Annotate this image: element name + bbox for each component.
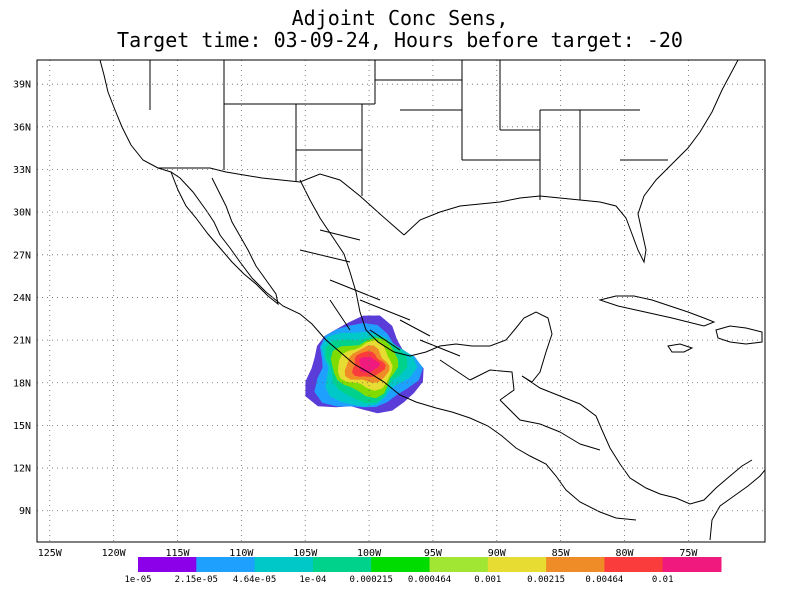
colorbar-segment xyxy=(604,557,664,572)
colorbar-label: 1e-04 xyxy=(299,575,326,585)
lat-tick-label: 36N xyxy=(13,122,31,133)
colorbar-segment xyxy=(662,557,722,572)
us-mexico-border xyxy=(158,167,405,236)
sensitivity-level-8 xyxy=(359,357,381,373)
map-background xyxy=(37,60,765,542)
south-america-coast xyxy=(709,469,765,541)
colorbar-label: 0.000464 xyxy=(408,575,451,585)
lat-tick-label: 12N xyxy=(13,464,31,475)
gulf-coastline xyxy=(299,179,553,383)
lat-tick-label: 18N xyxy=(13,378,31,389)
lon-tick-label: 85W xyxy=(552,548,571,559)
colorbar-label: 0.01 xyxy=(652,575,674,585)
colorbar-segment xyxy=(196,557,256,572)
colorbar-segment xyxy=(429,557,489,572)
central-america-caribbean xyxy=(521,375,753,505)
state-borders xyxy=(149,60,668,200)
lon-tick-label: 95W xyxy=(424,548,443,559)
lon-tick-label: 75W xyxy=(679,548,698,559)
cuba xyxy=(598,295,716,327)
plot-title-line1: Adjoint Conc Sens, xyxy=(291,6,509,30)
colorbar-label: 4.64e-05 xyxy=(233,575,276,585)
lon-tick-label: 90W xyxy=(488,548,507,559)
colorbar-segment xyxy=(487,557,547,572)
lat-tick-label: 15N xyxy=(13,421,31,432)
hispaniola xyxy=(715,325,763,345)
colorbar-segment xyxy=(254,557,314,572)
colorbar-label: 0.001 xyxy=(474,575,501,585)
lon-tick-label: 115W xyxy=(165,548,190,559)
lon-tick-label: 80W xyxy=(615,548,634,559)
lon-tick-label: 100W xyxy=(357,548,382,559)
colorbar-labels: 1e-05 2.15e-05 4.64e-05 1e-04 0.000215 0.0004… xyxy=(124,575,673,585)
mexico-state-borders xyxy=(299,229,471,381)
colorbar-label: 2.15e-05 xyxy=(175,575,218,585)
coastlines-and-borders xyxy=(99,60,765,541)
colorbar-segment xyxy=(371,557,430,572)
colorbar-segment xyxy=(312,557,372,572)
lat-tick-label: 24N xyxy=(13,293,31,304)
lat-tick-label: 27N xyxy=(13,250,31,261)
lat-tick-label: 9N xyxy=(19,506,31,517)
sensitivity-contours xyxy=(305,315,424,414)
plot-title-line2: Target time: 03-09-24, Hours before targ… xyxy=(117,28,683,52)
colorbar xyxy=(138,557,722,572)
map-frame xyxy=(36,59,766,543)
colorbar-segment xyxy=(546,557,605,572)
lon-tick-label: 125W xyxy=(38,548,63,559)
lat-tick-label: 30N xyxy=(13,208,31,219)
lat-tick-label: 39N xyxy=(13,80,31,91)
lat-tick-label: 21N xyxy=(13,336,31,347)
pacific-coastline xyxy=(99,60,637,521)
colorbar-label: 0.000215 xyxy=(350,575,393,585)
longitude-labels: 125W 120W 115W 110W 105W 100W 95W 90W 85W 80W 75W xyxy=(38,548,699,559)
colorbar-label: 0.00215 xyxy=(527,575,565,585)
guatemala-border xyxy=(469,369,601,451)
lon-tick-label: 120W xyxy=(102,548,127,559)
colorbar-segment xyxy=(138,557,197,572)
latitude-labels: 39N 36N 33N 30N 27N 24N 21N 18N 15N 12N 9N xyxy=(13,80,31,518)
lon-tick-label: 110W xyxy=(229,548,254,559)
graticule xyxy=(37,60,765,542)
colorbar-label: 1e-05 xyxy=(124,575,151,585)
lon-tick-label: 105W xyxy=(293,548,318,559)
baja-peninsula xyxy=(170,171,279,306)
us-gulf-coastline xyxy=(403,60,739,264)
lat-tick-label: 33N xyxy=(13,165,31,176)
colorbar-label: 0.00464 xyxy=(585,575,623,585)
